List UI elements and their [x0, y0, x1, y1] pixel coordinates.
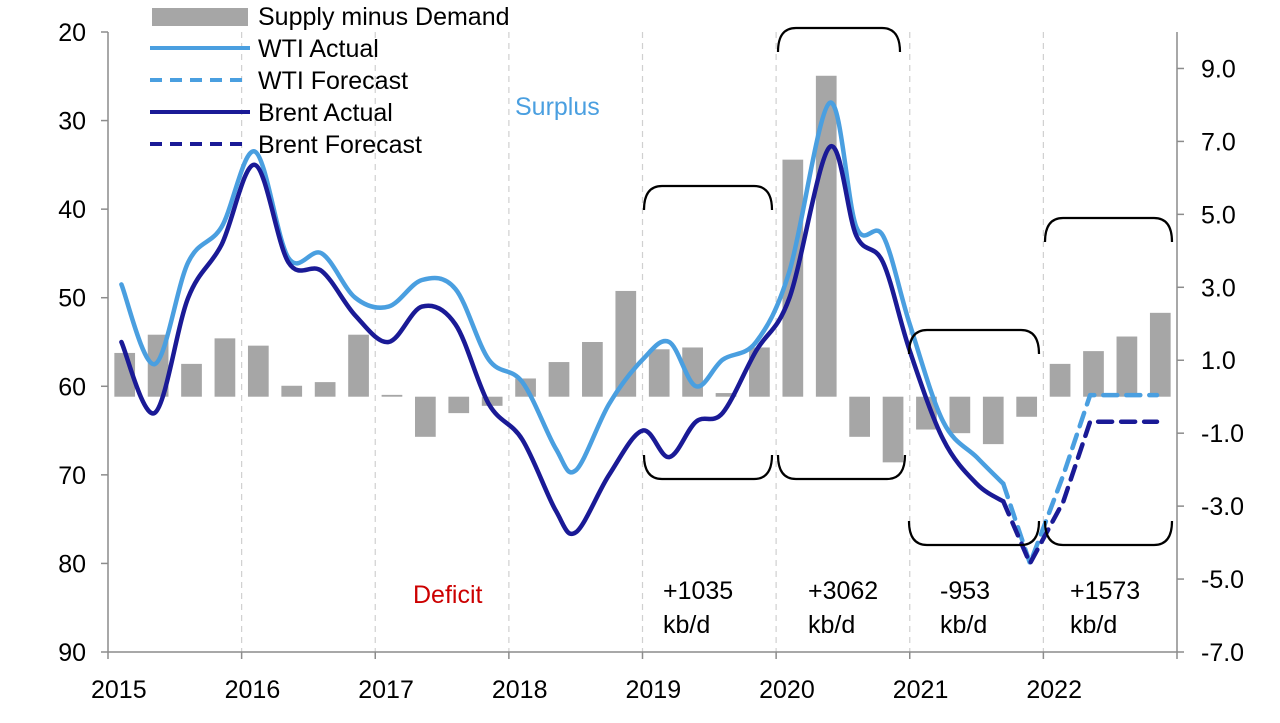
- surplus-annotation: Surplus: [515, 93, 600, 121]
- bar-supply-minus-demand: [348, 334, 369, 397]
- left-tick-label: 40: [58, 196, 86, 224]
- left-tick-label: 20: [58, 19, 86, 47]
- bar-supply-minus-demand: [481, 396, 503, 406]
- right-tick-label: 3.0: [1201, 274, 1236, 302]
- bar-supply-minus-demand: [1116, 336, 1138, 397]
- bar-supply-minus-demand: [214, 338, 236, 397]
- legend: Supply minus Demand WTI Actual WTI Forec…: [150, 3, 510, 159]
- bar-supply-minus-demand: [281, 385, 303, 397]
- x-tick-label: 2021: [893, 676, 949, 704]
- bracket-2021-bottom: [907, 520, 1041, 547]
- period-2019-value: +1035: [663, 577, 733, 605]
- bar-supply-minus-demand: [448, 396, 470, 414]
- bar-supply-minus-demand: [882, 396, 904, 463]
- period-labels: +1035 kb/d +3062 kb/d -953 kb/d +1573 kb…: [663, 577, 1140, 639]
- right-tick-label: -3.0: [1201, 493, 1244, 521]
- legend-label-brent-actual: Brent Actual: [258, 99, 393, 127]
- bar-supply-minus-demand: [982, 396, 1004, 445]
- bar-supply-minus-demand: [247, 345, 269, 397]
- bar-supply-minus-demand: [548, 362, 570, 397]
- right-tick-label: 7.0: [1201, 128, 1236, 156]
- period-2021-unit: kb/d: [940, 611, 987, 639]
- right-tick-label: -1.0: [1201, 420, 1244, 448]
- left-tick-label: 60: [58, 373, 86, 401]
- period-2020-value: +3062: [808, 577, 878, 605]
- bar-supply-minus-demand: [949, 396, 971, 434]
- left-tick-label: 90: [58, 639, 86, 667]
- bracket-2020-bottom: [776, 454, 907, 481]
- bar-supply-minus-demand: [314, 382, 336, 397]
- bar-supply-minus-demand: [815, 75, 837, 397]
- x-tick-label: 2020: [759, 676, 815, 704]
- bracket-2019-bottom: [642, 454, 774, 481]
- left-tick-label: 50: [58, 285, 86, 313]
- x-tick-label: 2022: [1026, 676, 1082, 704]
- bar-supply-minus-demand: [916, 396, 937, 430]
- x-tick-label: 2015: [91, 676, 147, 704]
- period-2022-unit: kb/d: [1070, 611, 1117, 639]
- left-tick-label: 30: [58, 108, 86, 136]
- legend-swatch-supply-minus-demand: [152, 8, 248, 26]
- series-line-brent-actual: [119, 144, 1006, 537]
- right-tick-label: 1.0: [1201, 347, 1236, 375]
- right-tick-label: 9.0: [1201, 55, 1236, 83]
- right-tick-label: 5.0: [1201, 201, 1236, 229]
- bracket-2022-top: [1043, 216, 1174, 243]
- bracket-2020-top: [776, 26, 902, 53]
- legend-label-brent-forecast: Brent Forecast: [258, 131, 422, 159]
- deficit-annotation: Deficit: [413, 581, 483, 609]
- series-line-wti-actual: [119, 100, 1006, 486]
- x-tick-label: 2018: [492, 676, 548, 704]
- series-line-brent-forecast: [1001, 419, 1160, 566]
- legend-label-wti-forecast: WTI Forecast: [258, 67, 408, 95]
- x-tick-label: 2016: [225, 676, 281, 704]
- bracket-2022-bottom: [1043, 520, 1174, 547]
- bar-supply-minus-demand: [849, 396, 870, 437]
- period-2020-unit: kb/d: [808, 611, 855, 639]
- bar-supply-minus-demand: [749, 347, 770, 397]
- period-2021-value: -953: [940, 577, 990, 605]
- bar-supply-minus-demand: [181, 363, 202, 397]
- bar-supply-minus-demand: [1049, 363, 1071, 397]
- bar-supply-minus-demand: [415, 396, 436, 437]
- bar-supply-minus-demand: [648, 349, 670, 397]
- period-2022-value: +1573: [1070, 577, 1140, 605]
- bar-supply-minus-demand: [715, 393, 737, 397]
- bracket-2021-top: [907, 328, 1041, 355]
- legend-label-supply-minus-demand: Supply minus Demand: [258, 3, 510, 31]
- left-tick-label: 70: [58, 462, 86, 490]
- x-tick-label: 2019: [626, 676, 682, 704]
- supply-minus-demand-bars: [114, 75, 1171, 463]
- price-lines: [119, 100, 1160, 566]
- period-brackets: [642, 26, 1174, 547]
- legend-label-wti-actual: WTI Actual: [258, 35, 379, 63]
- left-tick-label: 80: [58, 550, 86, 578]
- right-tick-label: -7.0: [1201, 639, 1244, 667]
- right-tick-label: -5.0: [1201, 566, 1244, 594]
- period-2019-unit: kb/d: [663, 611, 710, 639]
- bar-supply-minus-demand: [1016, 396, 1038, 417]
- bar-supply-minus-demand: [1149, 312, 1171, 397]
- bracket-2019-top: [642, 184, 774, 211]
- bar-supply-minus-demand: [1083, 351, 1104, 397]
- x-tick-label: 2017: [358, 676, 414, 704]
- axes: 20 30 40 50 60 70 80 90 9.0 7.0 5.0 3.0 1.0 -1.0 -3.0 -…: [58, 19, 1244, 704]
- bar-supply-minus-demand: [381, 394, 403, 397]
- bar-supply-minus-demand: [582, 342, 603, 397]
